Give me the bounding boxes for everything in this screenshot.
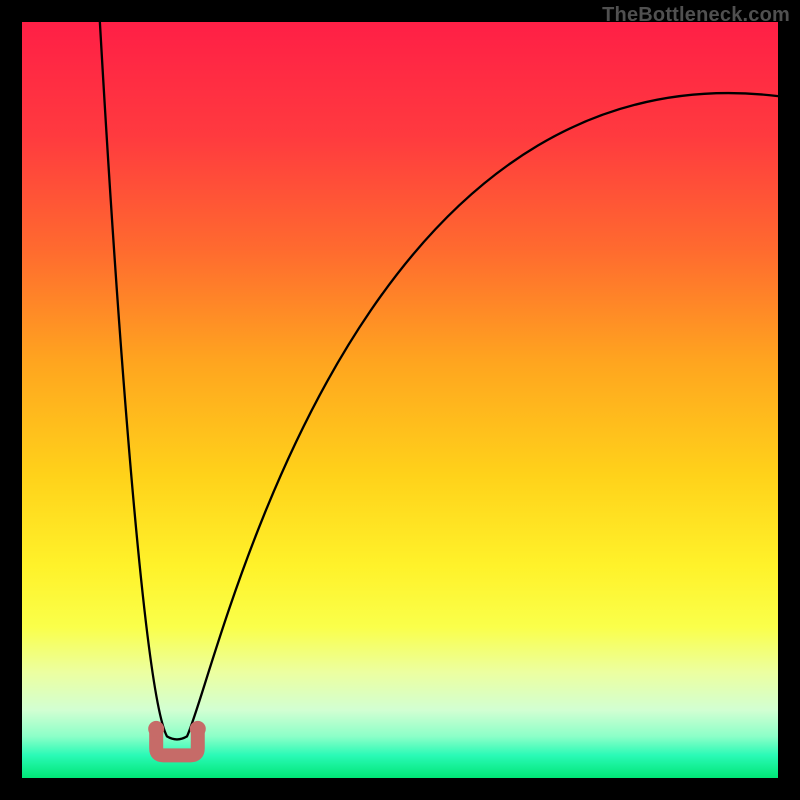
watermark-label: TheBottleneck.com: [602, 4, 790, 27]
plot-gradient-background: [22, 22, 778, 778]
chart-stage: TheBottleneck.com: [0, 0, 800, 800]
bottleneck-chart: [0, 0, 800, 800]
